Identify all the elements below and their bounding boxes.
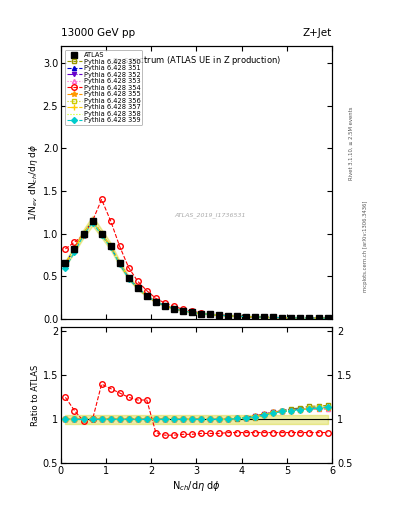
Legend: ATLAS, Pythia 6.428 350, Pythia 6.428 351, Pythia 6.428 352, Pythia 6.428 353, P: ATLAS, Pythia 6.428 350, Pythia 6.428 35… — [65, 50, 142, 125]
Text: 13000 GeV pp: 13000 GeV pp — [61, 28, 135, 38]
X-axis label: N$_{ch}$/d$\eta$ d$\phi$: N$_{ch}$/d$\eta$ d$\phi$ — [172, 479, 221, 493]
Text: Z+Jet: Z+Jet — [303, 28, 332, 38]
Y-axis label: 1/N$_{ev}$ dN$_{ch}$/d$\eta$ d$\phi$: 1/N$_{ev}$ dN$_{ch}$/d$\eta$ d$\phi$ — [27, 144, 40, 221]
Text: p$_T$ spectrum (ATLAS UE in Z production): p$_T$ spectrum (ATLAS UE in Z production… — [112, 54, 281, 67]
Text: Rivet 3.1.10, ≥ 2.5M events: Rivet 3.1.10, ≥ 2.5M events — [349, 106, 354, 180]
Y-axis label: Ratio to ATLAS: Ratio to ATLAS — [31, 365, 40, 426]
Text: mcplots.cern.ch [arXiv:1306.3436]: mcplots.cern.ch [arXiv:1306.3436] — [363, 200, 368, 291]
Text: ATLAS_2019_I1736531: ATLAS_2019_I1736531 — [174, 212, 246, 218]
